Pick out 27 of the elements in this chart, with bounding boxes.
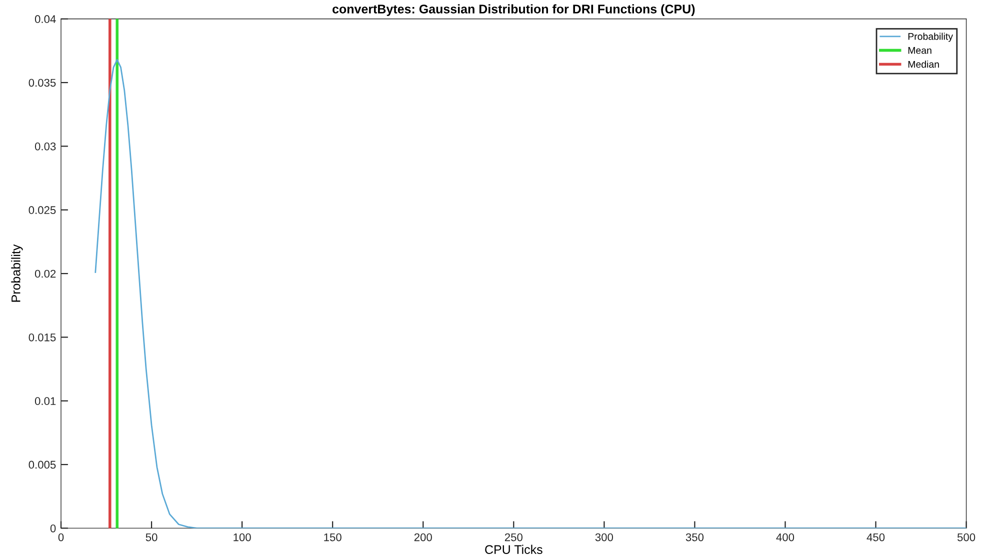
x-tick-label: 0: [58, 533, 64, 542]
x-tick-label: 200: [414, 533, 432, 542]
legend-label: Median: [908, 60, 939, 68]
y-axis-title: Probability: [11, 244, 23, 302]
x-tick-label: 150: [324, 533, 342, 542]
x-tick-label: 50: [146, 533, 158, 542]
y-tick-label: 0.015: [28, 333, 56, 342]
y-tick-label: 0.02: [34, 270, 56, 278]
line-series: [94, 58, 966, 528]
x-axis-title: CPU Ticks: [485, 544, 542, 554]
x-tick-label: 350: [686, 533, 704, 542]
y-tick-label: 0: [50, 524, 56, 532]
y-tick-label: 0.005: [28, 460, 56, 469]
x-tick-label: 500: [957, 533, 976, 542]
legend-label: Mean: [908, 47, 932, 54]
x-tick-label: 100: [234, 533, 251, 542]
y-tick-label: 0.035: [28, 78, 56, 87]
x-tick-label: 450: [866, 533, 885, 542]
chart-title: convertBytes: Gaussian Distribution for DRI Functions (CPU): [332, 4, 695, 16]
legend-label: Probability: [908, 32, 953, 42]
y-tick-label: 0.025: [28, 206, 56, 214]
y-tick-label: 0.01: [34, 397, 56, 406]
x-tick-label: 250: [504, 533, 522, 542]
x-tick-label: 400: [776, 533, 794, 542]
y-tick-label: 0.04: [34, 15, 56, 24]
y-tick-label: 0.03: [34, 142, 56, 150]
x-tick-label: 300: [595, 533, 614, 542]
